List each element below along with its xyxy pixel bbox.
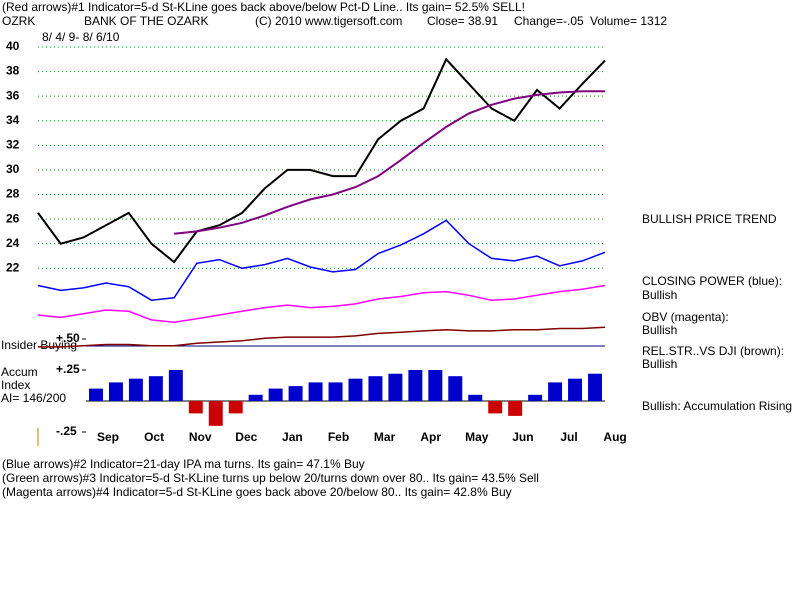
bar	[528, 394, 543, 401]
y-tick-label: -.25	[56, 424, 77, 438]
bar	[508, 401, 523, 416]
series-line	[173, 90, 605, 235]
x-tick-label: Jul	[560, 430, 577, 444]
x-tick-label: Mar	[374, 430, 396, 444]
y-tick-label: 28	[6, 187, 20, 201]
bar	[448, 376, 463, 401]
y-tick-label: +.50	[56, 331, 80, 345]
close: Close= 38.91	[427, 14, 498, 28]
series-line	[37, 284, 606, 324]
side-label: Bullish: Accumulation Rising	[642, 399, 792, 413]
footer-line: (Magenta arrows)#4 Indicator=5-d St-KLin…	[2, 485, 512, 499]
bar	[208, 401, 223, 426]
panel-label: Index	[1, 378, 30, 392]
panel-label: Accum	[1, 365, 38, 379]
side-label: Bullish	[642, 357, 677, 371]
bar	[228, 401, 243, 414]
bar	[188, 401, 203, 414]
side-label: Bullish	[642, 323, 677, 337]
bar	[88, 388, 103, 401]
footer-line: (Blue arrows)#2 Indicator=21-day IPA ma …	[2, 457, 365, 471]
change: Change=-.05	[514, 14, 584, 28]
bar	[348, 378, 363, 401]
bar	[548, 382, 563, 401]
bar	[488, 401, 503, 414]
x-tick-label: Jun	[512, 430, 533, 444]
series-line	[37, 57, 606, 264]
x-tick-label: Jan	[282, 430, 303, 444]
footer-line: (Green arrows)#3 Indicator=5-d St-KLine …	[2, 471, 539, 485]
x-tick-label: Apr	[420, 430, 441, 444]
y-tick-label: 30	[6, 162, 20, 176]
bar	[388, 373, 403, 401]
y-tick-label: +.25	[56, 362, 80, 376]
header-line: (Red arrows)#1 Indicator=5-d St-KLine go…	[2, 0, 525, 14]
y-tick-label: 26	[6, 211, 20, 225]
bar	[408, 370, 423, 401]
x-tick-label: Aug	[603, 430, 626, 444]
date-range: 8/ 4/ 9- 8/ 6/10	[42, 30, 120, 44]
bar	[148, 376, 163, 401]
symbol: OZRK	[2, 14, 35, 28]
y-tick-label: 38	[6, 64, 20, 78]
bar	[468, 394, 483, 401]
copyright: (C) 2010 www.tigersoft.com	[255, 14, 402, 28]
bar	[328, 382, 343, 401]
series-line	[37, 219, 606, 301]
x-tick-label: Dec	[235, 430, 257, 444]
x-tick-label: Nov	[189, 430, 212, 444]
y-tick-label: 32	[6, 138, 20, 152]
bar	[268, 388, 283, 401]
y-tick-label: 22	[6, 260, 20, 274]
bar	[128, 378, 143, 401]
side-label: REL.STR..VS DJI (brown):	[642, 344, 784, 358]
side-label: BULLISH PRICE TREND	[642, 212, 777, 226]
y-tick-label: 36	[6, 88, 20, 102]
x-tick-label: Feb	[328, 430, 349, 444]
volume: Volume= 1312	[590, 14, 667, 28]
company: BANK OF THE OZARK	[84, 14, 208, 28]
bar	[168, 370, 183, 401]
bar	[108, 382, 123, 401]
x-tick-label: May	[465, 430, 489, 444]
y-tick-label: 34	[6, 113, 20, 127]
side-label: Bullish	[642, 288, 677, 302]
side-label: CLOSING POWER (blue):	[642, 274, 782, 288]
bar	[588, 373, 603, 401]
bar	[308, 382, 323, 401]
x-tick-label: Oct	[144, 430, 164, 444]
bar	[368, 376, 383, 401]
side-label: OBV (magenta):	[642, 310, 729, 324]
bar	[248, 394, 263, 401]
y-tick-label: 40	[6, 39, 20, 53]
bar	[288, 386, 303, 401]
x-tick-label: Sep	[97, 430, 119, 444]
bar	[568, 378, 583, 401]
bar	[428, 370, 443, 401]
panel-label: AI= 146/200	[1, 391, 66, 405]
y-tick-label: 24	[6, 236, 20, 250]
series-line	[38, 326, 606, 348]
panel-label: Insider Buying	[1, 338, 77, 352]
